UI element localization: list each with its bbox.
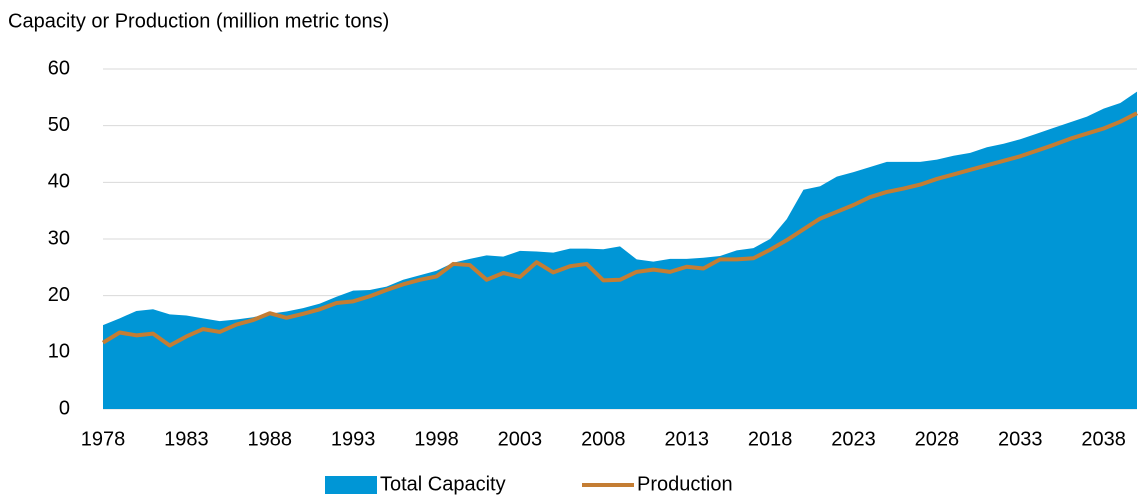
x-tick-label: 2018 (748, 428, 793, 450)
x-tick-label: 2008 (581, 428, 626, 450)
y-tick-label: 0 (59, 397, 70, 419)
y-axis-title: Capacity or Production (million metric t… (8, 10, 389, 32)
line (101, 111, 1138, 348)
x-tick-label: 1988 (248, 428, 293, 450)
y-tick-label: 30 (48, 227, 70, 249)
area (103, 91, 1137, 410)
x-tick-label: 2028 (915, 428, 960, 450)
y-tick-label: 20 (48, 284, 70, 306)
legend-swatch (325, 476, 377, 494)
x-tick-label: 1978 (81, 428, 126, 450)
x-tick-label: 2023 (831, 428, 876, 450)
x-tick-label: 1983 (164, 428, 209, 450)
x-tick-label: 2038 (1081, 428, 1126, 450)
y-tick-label: 10 (48, 341, 70, 363)
x-tick-label: 1993 (331, 428, 376, 450)
y-tick-label: 60 (48, 57, 70, 79)
legend-label: Production (637, 473, 733, 495)
y-tick-label: 50 (48, 114, 70, 136)
x-tick-label: 1998 (414, 428, 459, 450)
x-tick-label: 2013 (664, 428, 709, 450)
y-tick-label: 40 (48, 171, 70, 193)
x-tick-label: 2003 (498, 428, 543, 450)
x-tick-label: 2033 (998, 428, 1043, 450)
legend-label: Total Capacity (380, 473, 506, 495)
